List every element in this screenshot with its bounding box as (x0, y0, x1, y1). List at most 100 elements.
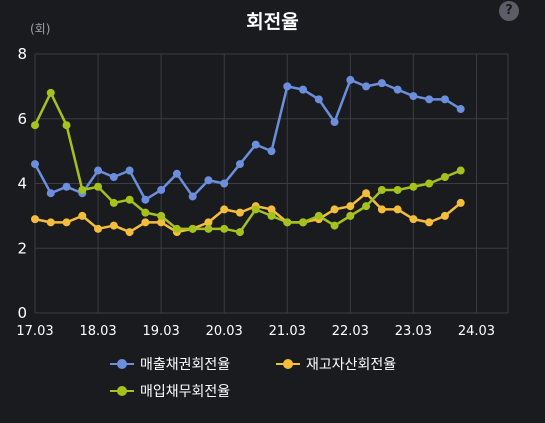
legend-swatch-receivables (110, 358, 134, 370)
data-point[interactable] (393, 185, 402, 194)
x-tick-label: 20.03 (206, 324, 243, 339)
data-point[interactable] (188, 192, 197, 201)
data-point[interactable] (283, 218, 292, 227)
data-point[interactable] (46, 218, 55, 227)
data-point[interactable] (109, 173, 118, 182)
data-point[interactable] (141, 218, 150, 227)
data-point[interactable] (62, 121, 71, 130)
data-point[interactable] (220, 179, 229, 188)
data-point[interactable] (204, 176, 213, 185)
data-point[interactable] (314, 211, 323, 220)
data-point[interactable] (393, 85, 402, 94)
series-lines (33, 78, 462, 234)
data-point[interactable] (125, 195, 134, 204)
data-point[interactable] (94, 182, 103, 191)
x-tick-label: 22.03 (332, 324, 369, 339)
data-point[interactable] (157, 185, 166, 194)
x-axis-ticks: 17.03 18.03 19.03 20.03 21.03 22.03 23.03 24.03 (16, 324, 495, 339)
data-point[interactable] (393, 205, 402, 214)
data-point[interactable] (440, 211, 449, 220)
data-point[interactable] (109, 221, 118, 230)
data-point[interactable] (220, 224, 229, 233)
data-point[interactable] (204, 218, 213, 227)
data-point[interactable] (235, 160, 244, 169)
data-point[interactable] (235, 208, 244, 217)
data-point[interactable] (330, 117, 339, 126)
data-point[interactable] (78, 211, 87, 220)
y-tick-label: 4 (17, 175, 27, 193)
data-point[interactable] (346, 75, 355, 84)
data-point[interactable] (346, 202, 355, 211)
legend-label-receivables: 매출채권회전율 (140, 357, 231, 373)
data-point[interactable] (109, 198, 118, 207)
data-point[interactable] (172, 169, 181, 178)
data-point[interactable] (94, 224, 103, 233)
data-point[interactable] (141, 208, 150, 217)
data-point[interactable] (235, 228, 244, 237)
data-point[interactable] (267, 147, 276, 156)
data-point[interactable] (362, 202, 371, 211)
data-point[interactable] (283, 82, 292, 91)
data-point[interactable] (46, 189, 55, 198)
data-point[interactable] (220, 205, 229, 214)
series-points (31, 75, 465, 237)
x-tick-label: 19.03 (143, 324, 180, 339)
y-tick-label: 8 (17, 45, 27, 63)
data-point[interactable] (157, 218, 166, 227)
data-point[interactable] (251, 205, 260, 214)
data-point[interactable] (425, 95, 434, 104)
data-point[interactable] (188, 224, 197, 233)
data-point[interactable] (377, 185, 386, 194)
data-point[interactable] (251, 140, 260, 149)
data-point[interactable] (409, 182, 418, 191)
data-point[interactable] (362, 82, 371, 91)
data-point[interactable] (141, 195, 150, 204)
data-point[interactable] (172, 224, 181, 233)
data-point[interactable] (299, 218, 308, 227)
data-point[interactable] (409, 92, 418, 101)
data-point[interactable] (330, 221, 339, 230)
data-point[interactable] (314, 95, 323, 104)
data-point[interactable] (125, 166, 134, 175)
data-point[interactable] (377, 79, 386, 88)
legend-swatch-payables (110, 385, 134, 397)
data-point[interactable] (31, 121, 39, 130)
data-point[interactable] (62, 182, 71, 191)
data-point[interactable] (456, 166, 465, 175)
legend-item-payables[interactable]: 매입채무회전율 (110, 381, 230, 401)
data-point[interactable] (425, 218, 434, 227)
data-point[interactable] (267, 211, 276, 220)
data-point[interactable] (62, 218, 71, 227)
series-line-0 (33, 78, 462, 201)
x-tick-label: 18.03 (79, 324, 116, 339)
legend-item-inventory[interactable]: 재고자산회전율 (276, 354, 396, 374)
data-point[interactable] (78, 185, 87, 194)
data-point[interactable] (409, 215, 418, 224)
legend-swatch-inventory (276, 358, 300, 370)
question-mark-icon[interactable]: ? (499, 1, 519, 21)
series-line-1 (34, 191, 462, 234)
legend-item-receivables[interactable]: 매출채권회전율 (110, 354, 230, 374)
data-point[interactable] (125, 228, 134, 237)
data-point[interactable] (346, 211, 355, 220)
y-tick-label: 0 (17, 304, 27, 322)
data-point[interactable] (425, 179, 434, 188)
data-point[interactable] (440, 173, 449, 182)
data-point[interactable] (440, 95, 449, 104)
legend-label-payables: 매입채무회전율 (140, 384, 231, 400)
data-point[interactable] (31, 160, 39, 169)
data-point[interactable] (267, 205, 276, 214)
data-point[interactable] (94, 166, 103, 175)
data-point[interactable] (362, 189, 371, 198)
data-point[interactable] (377, 205, 386, 214)
data-point[interactable] (330, 205, 339, 214)
data-point[interactable] (31, 215, 39, 224)
data-point[interactable] (157, 211, 166, 220)
data-point[interactable] (456, 198, 465, 207)
x-tick-label: 21.03 (269, 324, 306, 339)
y-axis-unit: (회) (30, 22, 51, 36)
data-point[interactable] (456, 105, 465, 114)
data-point[interactable] (46, 88, 55, 97)
data-point[interactable] (299, 85, 308, 94)
data-point[interactable] (204, 224, 213, 233)
